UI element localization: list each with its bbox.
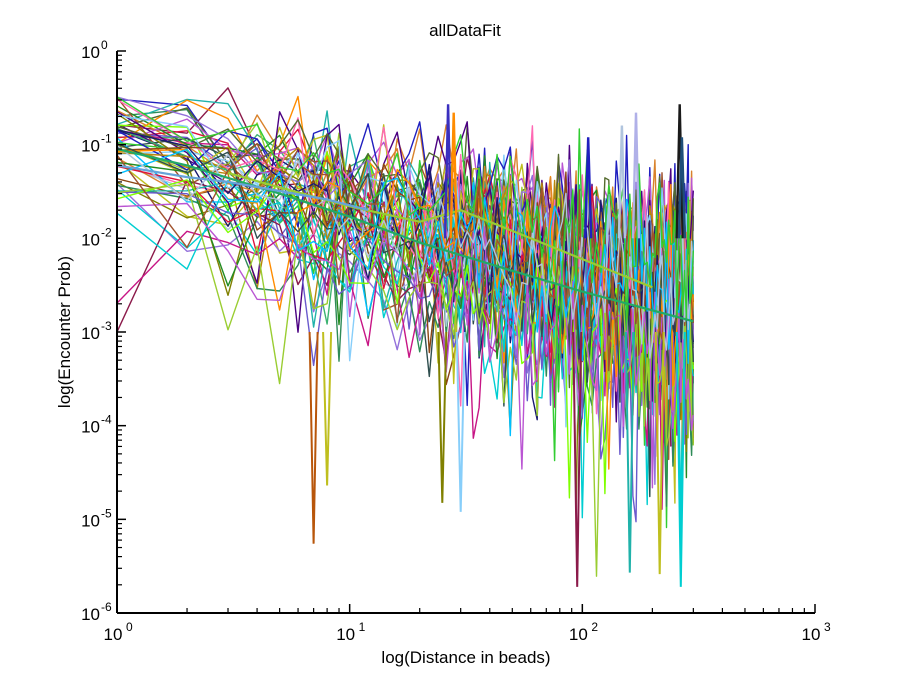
spike-mark — [449, 112, 458, 239]
dip-mark — [624, 331, 635, 573]
fit-line — [227, 171, 653, 289]
spike-mark — [675, 104, 684, 239]
y-tick-exponent: -3 — [101, 319, 112, 333]
x-tick-exponent: 2 — [591, 620, 598, 634]
noisy-trace — [116, 144, 694, 359]
x-tick-label: 10 — [104, 625, 123, 644]
y-tick-label: 10 — [81, 511, 100, 530]
chart-title: allDataFit — [429, 21, 501, 40]
y-tick-exponent: 0 — [101, 38, 108, 52]
y-tick-exponent: -6 — [101, 600, 112, 614]
y-tick-exponent: -5 — [101, 506, 112, 520]
spike-mark — [631, 112, 641, 239]
fit-line — [116, 147, 694, 323]
x-tick-exponent: 1 — [359, 620, 366, 634]
dip-mark — [455, 331, 466, 512]
dip-mark — [437, 331, 448, 503]
y-tick-exponent: -4 — [101, 413, 112, 427]
x-tick-exponent: 3 — [824, 620, 831, 634]
fit-line — [116, 164, 369, 212]
y-tick-label: 10 — [81, 137, 100, 156]
dip-mark — [308, 331, 319, 544]
noisy-trace — [116, 142, 694, 372]
x-tick-exponent: 0 — [126, 620, 133, 634]
spike-mark — [584, 137, 593, 239]
y-tick-label: 10 — [81, 230, 100, 249]
dip-mark — [572, 331, 583, 587]
y-tick-label: 10 — [81, 43, 100, 62]
y-tick-label: 10 — [81, 418, 100, 437]
y-tick-exponent: -1 — [101, 132, 112, 146]
y-tick-exponent: -2 — [101, 225, 112, 239]
x-tick-label: 10 — [569, 625, 588, 644]
spike-mark — [617, 125, 627, 239]
spike-mark — [443, 104, 453, 239]
noisy-trace — [116, 96, 694, 393]
y-tick-label: 10 — [81, 605, 100, 624]
x-tick-label: 10 — [336, 625, 355, 644]
noisy-trace — [116, 202, 694, 489]
x-tick-label: 10 — [802, 625, 821, 644]
y-tick-label: 10 — [81, 324, 100, 343]
axes-layer: 10 0 10 1 10 2 10 310 -610 -510 -410 -310 -210 -110 0 — [81, 38, 831, 644]
dip-mark — [654, 331, 665, 575]
dip-mark — [322, 331, 333, 486]
series-layer — [116, 87, 694, 587]
dip-mark — [675, 331, 686, 587]
x-axis-label: log(Distance in beads) — [381, 648, 550, 667]
y-axis-label: log(Encounter Prob) — [55, 256, 74, 408]
spike-mark — [677, 137, 687, 239]
